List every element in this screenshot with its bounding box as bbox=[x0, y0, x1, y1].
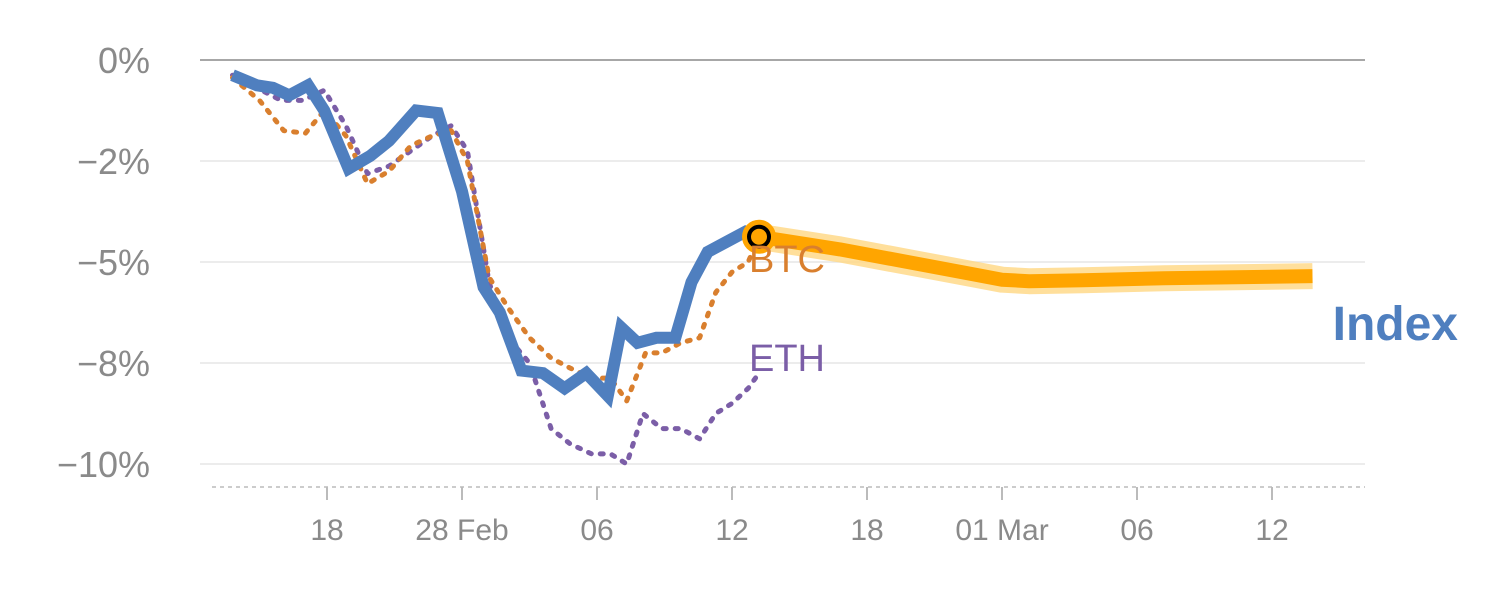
grid bbox=[200, 59, 1365, 488]
x-tick-label: 06 bbox=[580, 514, 613, 547]
x-tick-label: 18 bbox=[310, 514, 343, 547]
y-tick-label: −8% bbox=[77, 343, 150, 384]
x-tick-label: 12 bbox=[1255, 514, 1288, 547]
x-tick-label: 18 bbox=[850, 514, 883, 547]
y-axis-ticks: 0% −2% −5% −8% −10% bbox=[57, 40, 150, 485]
btc-line bbox=[230, 75, 762, 404]
y-tick-label: 0% bbox=[98, 40, 150, 81]
y-tick-label: −2% bbox=[77, 141, 150, 182]
eth-label: ETH bbox=[749, 338, 825, 380]
eth-line bbox=[230, 72, 762, 467]
forecast-line bbox=[757, 229, 1313, 289]
index-end-marker-ring bbox=[747, 224, 771, 249]
index-label: Index bbox=[1333, 298, 1459, 351]
x-axis-ticks: 18 28 Feb 06 12 18 01 Mar 06 12 bbox=[310, 487, 1289, 547]
y-tick-label: −5% bbox=[77, 242, 150, 283]
x-tick-label: 12 bbox=[715, 514, 748, 547]
x-tick-label: 28 Feb bbox=[415, 514, 508, 547]
index-line bbox=[230, 69, 762, 409]
x-tick-label: 01 Mar bbox=[955, 514, 1048, 547]
index-end-marker-outer bbox=[742, 219, 776, 254]
x-tick-label: 06 bbox=[1120, 514, 1153, 547]
y-tick-label: −10% bbox=[57, 444, 150, 485]
series-labels: BTC ETH Index bbox=[749, 239, 1458, 380]
btc-label: BTC bbox=[749, 239, 825, 281]
series bbox=[230, 69, 1313, 467]
